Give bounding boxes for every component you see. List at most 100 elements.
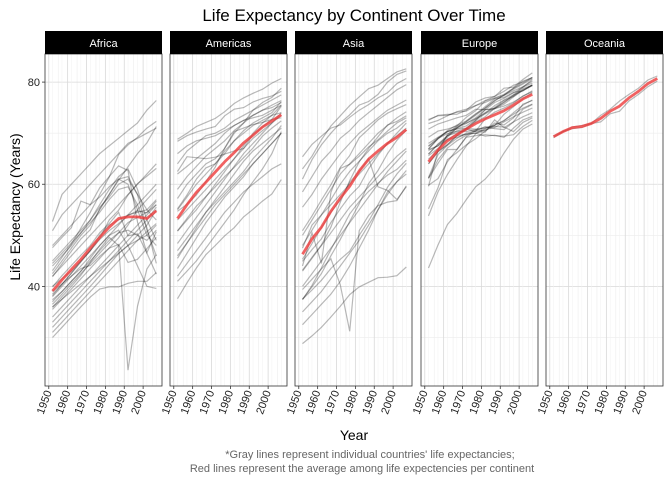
average-line: [552, 77, 658, 138]
country-line: [428, 112, 533, 165]
country-line: [302, 185, 407, 332]
country-line: [177, 104, 282, 155]
country-line: [52, 167, 157, 295]
country-line: [428, 82, 533, 151]
country-line: [52, 120, 157, 271]
x-axis-title: Year: [340, 427, 369, 443]
caption-line-2: Red lines represent the average among li…: [190, 463, 534, 475]
country-line: [177, 101, 282, 175]
country-line: [177, 112, 282, 244]
average-line: [176, 113, 283, 220]
country-line: [52, 272, 157, 338]
y-tick-label: 80: [28, 77, 40, 89]
country-line: [302, 99, 407, 208]
country-line: [177, 112, 282, 211]
country-line: [428, 84, 533, 155]
country-line: [52, 200, 157, 296]
country-line: [177, 99, 282, 190]
country-line: [177, 94, 282, 165]
country-line: [427, 104, 533, 178]
country-line: [176, 125, 282, 259]
country-line: [176, 179, 282, 300]
country-line: [427, 117, 533, 187]
country-line: [428, 90, 533, 130]
country-line: [52, 206, 157, 323]
country-line: [428, 115, 533, 165]
country-line: [177, 87, 282, 199]
strip-label-africa: Africa: [89, 38, 118, 50]
country-line: [177, 163, 282, 277]
country-line: [177, 131, 282, 282]
country-line: [301, 119, 407, 246]
country-line: [302, 266, 407, 345]
average-line: [427, 93, 533, 163]
strip-background: [421, 31, 538, 54]
country-line: [177, 114, 282, 221]
country-line: [302, 68, 407, 170]
country-line: [428, 76, 533, 155]
country-line: [52, 175, 157, 274]
country-line: [177, 120, 282, 232]
country-line: [52, 229, 157, 301]
country-line: [428, 79, 533, 150]
average-line: [301, 128, 408, 255]
country-line: [302, 115, 407, 271]
country-line: [52, 163, 157, 277]
country-line: [177, 90, 282, 142]
country-line: [301, 84, 407, 193]
country-line: [428, 84, 533, 144]
country-line: [427, 103, 533, 179]
country-line: [427, 107, 533, 217]
strip-background: [295, 31, 412, 54]
country-line: [52, 229, 157, 303]
country-line: [51, 100, 157, 222]
strip-label-oceania: Oceania: [584, 38, 626, 50]
country-line: [52, 126, 157, 278]
country-line: [177, 132, 282, 257]
country-line: [301, 117, 407, 267]
country-line: [52, 209, 157, 308]
country-line: [428, 80, 533, 120]
country-line: [52, 178, 157, 246]
country-line: [302, 150, 407, 287]
country-line: [428, 77, 533, 147]
country-line: [52, 167, 157, 267]
country-line: [52, 223, 157, 328]
country-line: [52, 165, 157, 255]
caption-line-1: *Gray lines represent individual countri…: [225, 449, 514, 461]
country-line: [52, 183, 157, 298]
country-line: [428, 84, 533, 138]
strip-label-europe: Europe: [462, 38, 497, 50]
country-line: [428, 84, 533, 147]
country-line: [52, 211, 157, 288]
country-line: [427, 123, 533, 269]
country-line: [177, 127, 282, 251]
country-line: [427, 119, 533, 179]
country-line: [428, 76, 533, 125]
average-line: [51, 209, 158, 292]
country-line: [428, 76, 533, 160]
country-line: [428, 72, 533, 121]
country-line: [52, 236, 157, 371]
country-line: [52, 204, 157, 318]
y-tick-label: 60: [28, 179, 40, 191]
country-line: [302, 173, 407, 326]
chart-title: Life Expectancy by Continent Over Time: [202, 6, 505, 25]
country-line: [427, 99, 533, 210]
y-axis-title: Life Expectancy (Years): [7, 133, 23, 280]
country-line: [302, 159, 407, 301]
strip-background: [170, 31, 287, 54]
strip-label-americas: Americas: [206, 38, 252, 50]
country-line: [176, 132, 282, 269]
country-line: [52, 188, 157, 310]
country-line: [428, 91, 533, 186]
country-line: [177, 101, 282, 210]
country-line: [302, 77, 407, 158]
country-line: [301, 111, 407, 236]
country-line: [51, 127, 157, 232]
country-line: [52, 186, 157, 264]
strip-background: [45, 31, 162, 54]
